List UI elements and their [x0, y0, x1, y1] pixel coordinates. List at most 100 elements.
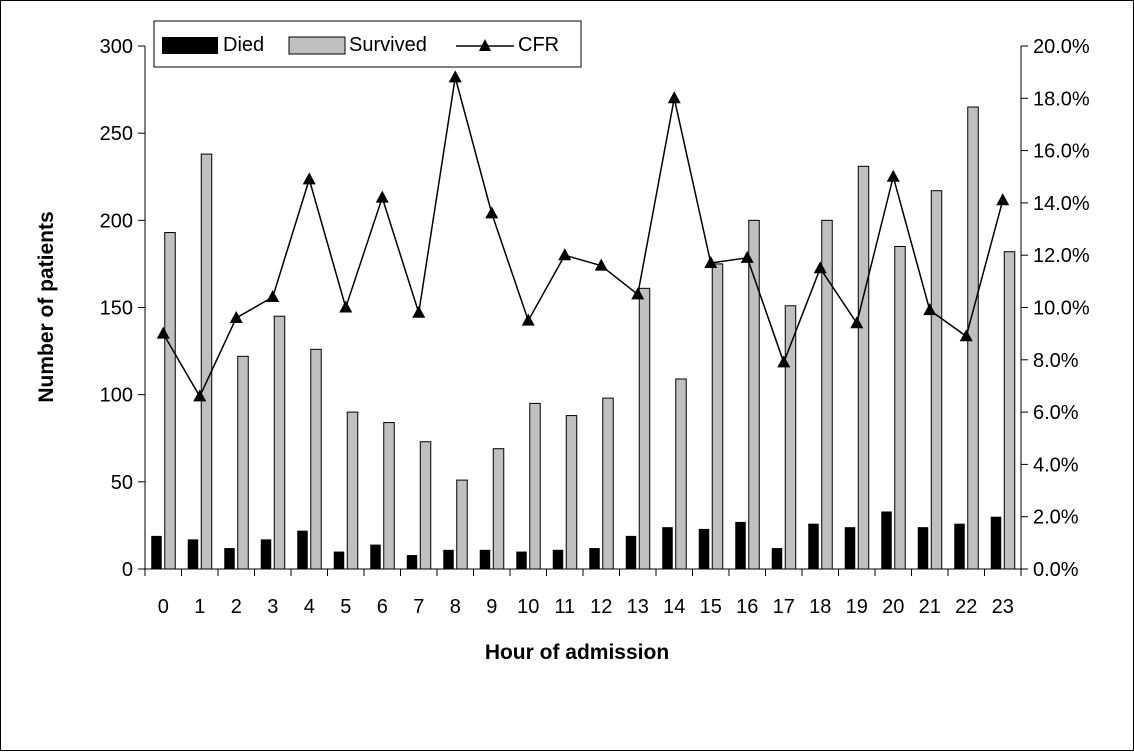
- bar-survived: [346, 411, 359, 570]
- bar-died: [552, 549, 564, 569]
- left-tick-label: 300: [100, 36, 133, 58]
- bar-died: [808, 523, 819, 569]
- cfr-point: [923, 303, 937, 316]
- x-tick-label: 7: [413, 596, 424, 618]
- x-axis: 0 1 2 3 4 5 6 7 8 9 10 11 12 13 14 15 16 17 18 19 20 21 22 23: [144, 568, 1022, 618]
- x-tick-label: 19: [846, 596, 868, 618]
- bar-survived: [711, 263, 724, 570]
- bar-survived: [164, 232, 176, 570]
- right-axis: 0.0% 2.0% 4.0% 6.0% 8.0% 10.0% 12.0% 14.0% 16.0%…: [1020, 36, 1090, 581]
- bar-died: [333, 551, 345, 569]
- cfr-point: [886, 169, 900, 182]
- x-tick-label: 18: [809, 596, 831, 618]
- cfr-point: [302, 172, 316, 185]
- bar-died: [224, 548, 235, 569]
- x-tick-label: 3: [267, 596, 278, 618]
- bar-survived: [200, 153, 213, 570]
- cfr-point: [813, 261, 827, 274]
- x-tick-label: 0: [158, 596, 169, 618]
- x-tick-label: 12: [590, 596, 612, 618]
- cfr-point: [193, 389, 207, 402]
- cfr-point: [777, 355, 791, 368]
- x-tick-label: 17: [773, 596, 795, 618]
- cfr-point: [521, 313, 535, 326]
- bar-died: [151, 535, 162, 569]
- cfr-point: [740, 250, 754, 263]
- bar-survived: [565, 415, 578, 570]
- x-tick-label: 2: [231, 596, 242, 618]
- bar-survived: [675, 378, 687, 570]
- cfr-point: [996, 193, 1010, 206]
- bar-died: [406, 555, 418, 569]
- bar-survived: [492, 448, 505, 570]
- cfr-point: [375, 190, 389, 203]
- left-tick-label: 100: [100, 385, 133, 407]
- bar-survived: [602, 397, 614, 570]
- bar-survived: [748, 219, 760, 570]
- x-tick-label: 22: [955, 596, 977, 618]
- cfr-point: [850, 316, 864, 329]
- x-tick-label: 10: [517, 596, 539, 618]
- bar-survived: [930, 190, 943, 570]
- x-tick-label: 13: [627, 596, 649, 618]
- bar-survived: [456, 479, 468, 570]
- cfr-point: [229, 310, 243, 323]
- x-tick-label: 6: [377, 596, 388, 618]
- bar-died: [443, 549, 454, 569]
- x-tick-label: 21: [919, 596, 941, 618]
- x-tick-label: 1: [194, 596, 205, 618]
- left-tick-label: 150: [100, 298, 133, 320]
- bar-died: [771, 548, 783, 569]
- cfr-point: [448, 70, 462, 83]
- cfr-point: [266, 290, 280, 303]
- left-tick-label: 0: [122, 559, 133, 581]
- right-tick-label: 10.0%: [1033, 298, 1090, 320]
- legend-label-survived: Survived: [349, 34, 427, 56]
- bar-survived: [273, 315, 286, 570]
- bar-died: [844, 527, 856, 569]
- cfr-point: [959, 329, 973, 342]
- bar-died: [735, 521, 746, 569]
- bar-survived: [310, 348, 322, 570]
- bar-died: [516, 551, 527, 569]
- right-tick-label: 16.0%: [1033, 141, 1090, 163]
- legend-box: [153, 20, 582, 68]
- y-axis-title: Number of patients: [35, 211, 58, 402]
- cfr-point: [485, 206, 499, 219]
- right-tick-label: 6.0%: [1033, 402, 1079, 424]
- right-tick-label: 2.0%: [1033, 507, 1079, 529]
- x-tick-label: 15: [700, 596, 722, 618]
- x-tick-label: 11: [554, 596, 575, 618]
- cfr-point: [667, 91, 681, 104]
- right-tick-label: 4.0%: [1033, 454, 1079, 476]
- x-tick-label: 8: [450, 596, 461, 618]
- bar-survived: [857, 165, 870, 570]
- bar-survived: [419, 441, 432, 570]
- bar-survived: [638, 287, 651, 570]
- bar-died: [625, 535, 637, 569]
- bar-died: [698, 528, 710, 569]
- bar-survived: [894, 245, 906, 570]
- legend: Died Survived CFR: [153, 20, 582, 68]
- legend-swatch-died: [162, 37, 218, 54]
- left-tick-label: 50: [111, 472, 133, 494]
- x-tick-label: 5: [340, 596, 351, 618]
- right-tick-label: 20.0%: [1033, 36, 1090, 58]
- x-tick-label: 16: [736, 596, 758, 618]
- bar-died: [954, 523, 965, 569]
- bar-died: [370, 544, 381, 569]
- cfr-point: [412, 305, 426, 318]
- right-tick-label: 14.0%: [1033, 193, 1090, 215]
- plot-area: [151, 70, 1016, 570]
- x-tick-label: 20: [882, 596, 904, 618]
- legend-marker-cfr: [479, 39, 491, 51]
- cfr-point: [339, 300, 353, 313]
- x-tick-label: 23: [992, 596, 1014, 618]
- right-tick-label: 0.0%: [1033, 559, 1079, 581]
- bar-died: [297, 530, 308, 569]
- x-tick-label: 14: [663, 596, 685, 618]
- bar-died: [589, 548, 600, 569]
- bar-died: [990, 516, 1002, 569]
